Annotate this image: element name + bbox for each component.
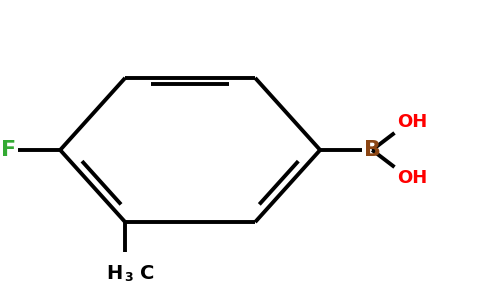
- Text: C: C: [140, 264, 154, 283]
- Text: B: B: [364, 140, 381, 160]
- Text: OH: OH: [397, 113, 427, 131]
- Text: F: F: [1, 140, 16, 160]
- Text: 3: 3: [124, 271, 133, 284]
- Text: H: H: [106, 264, 123, 283]
- Text: OH: OH: [397, 169, 427, 187]
